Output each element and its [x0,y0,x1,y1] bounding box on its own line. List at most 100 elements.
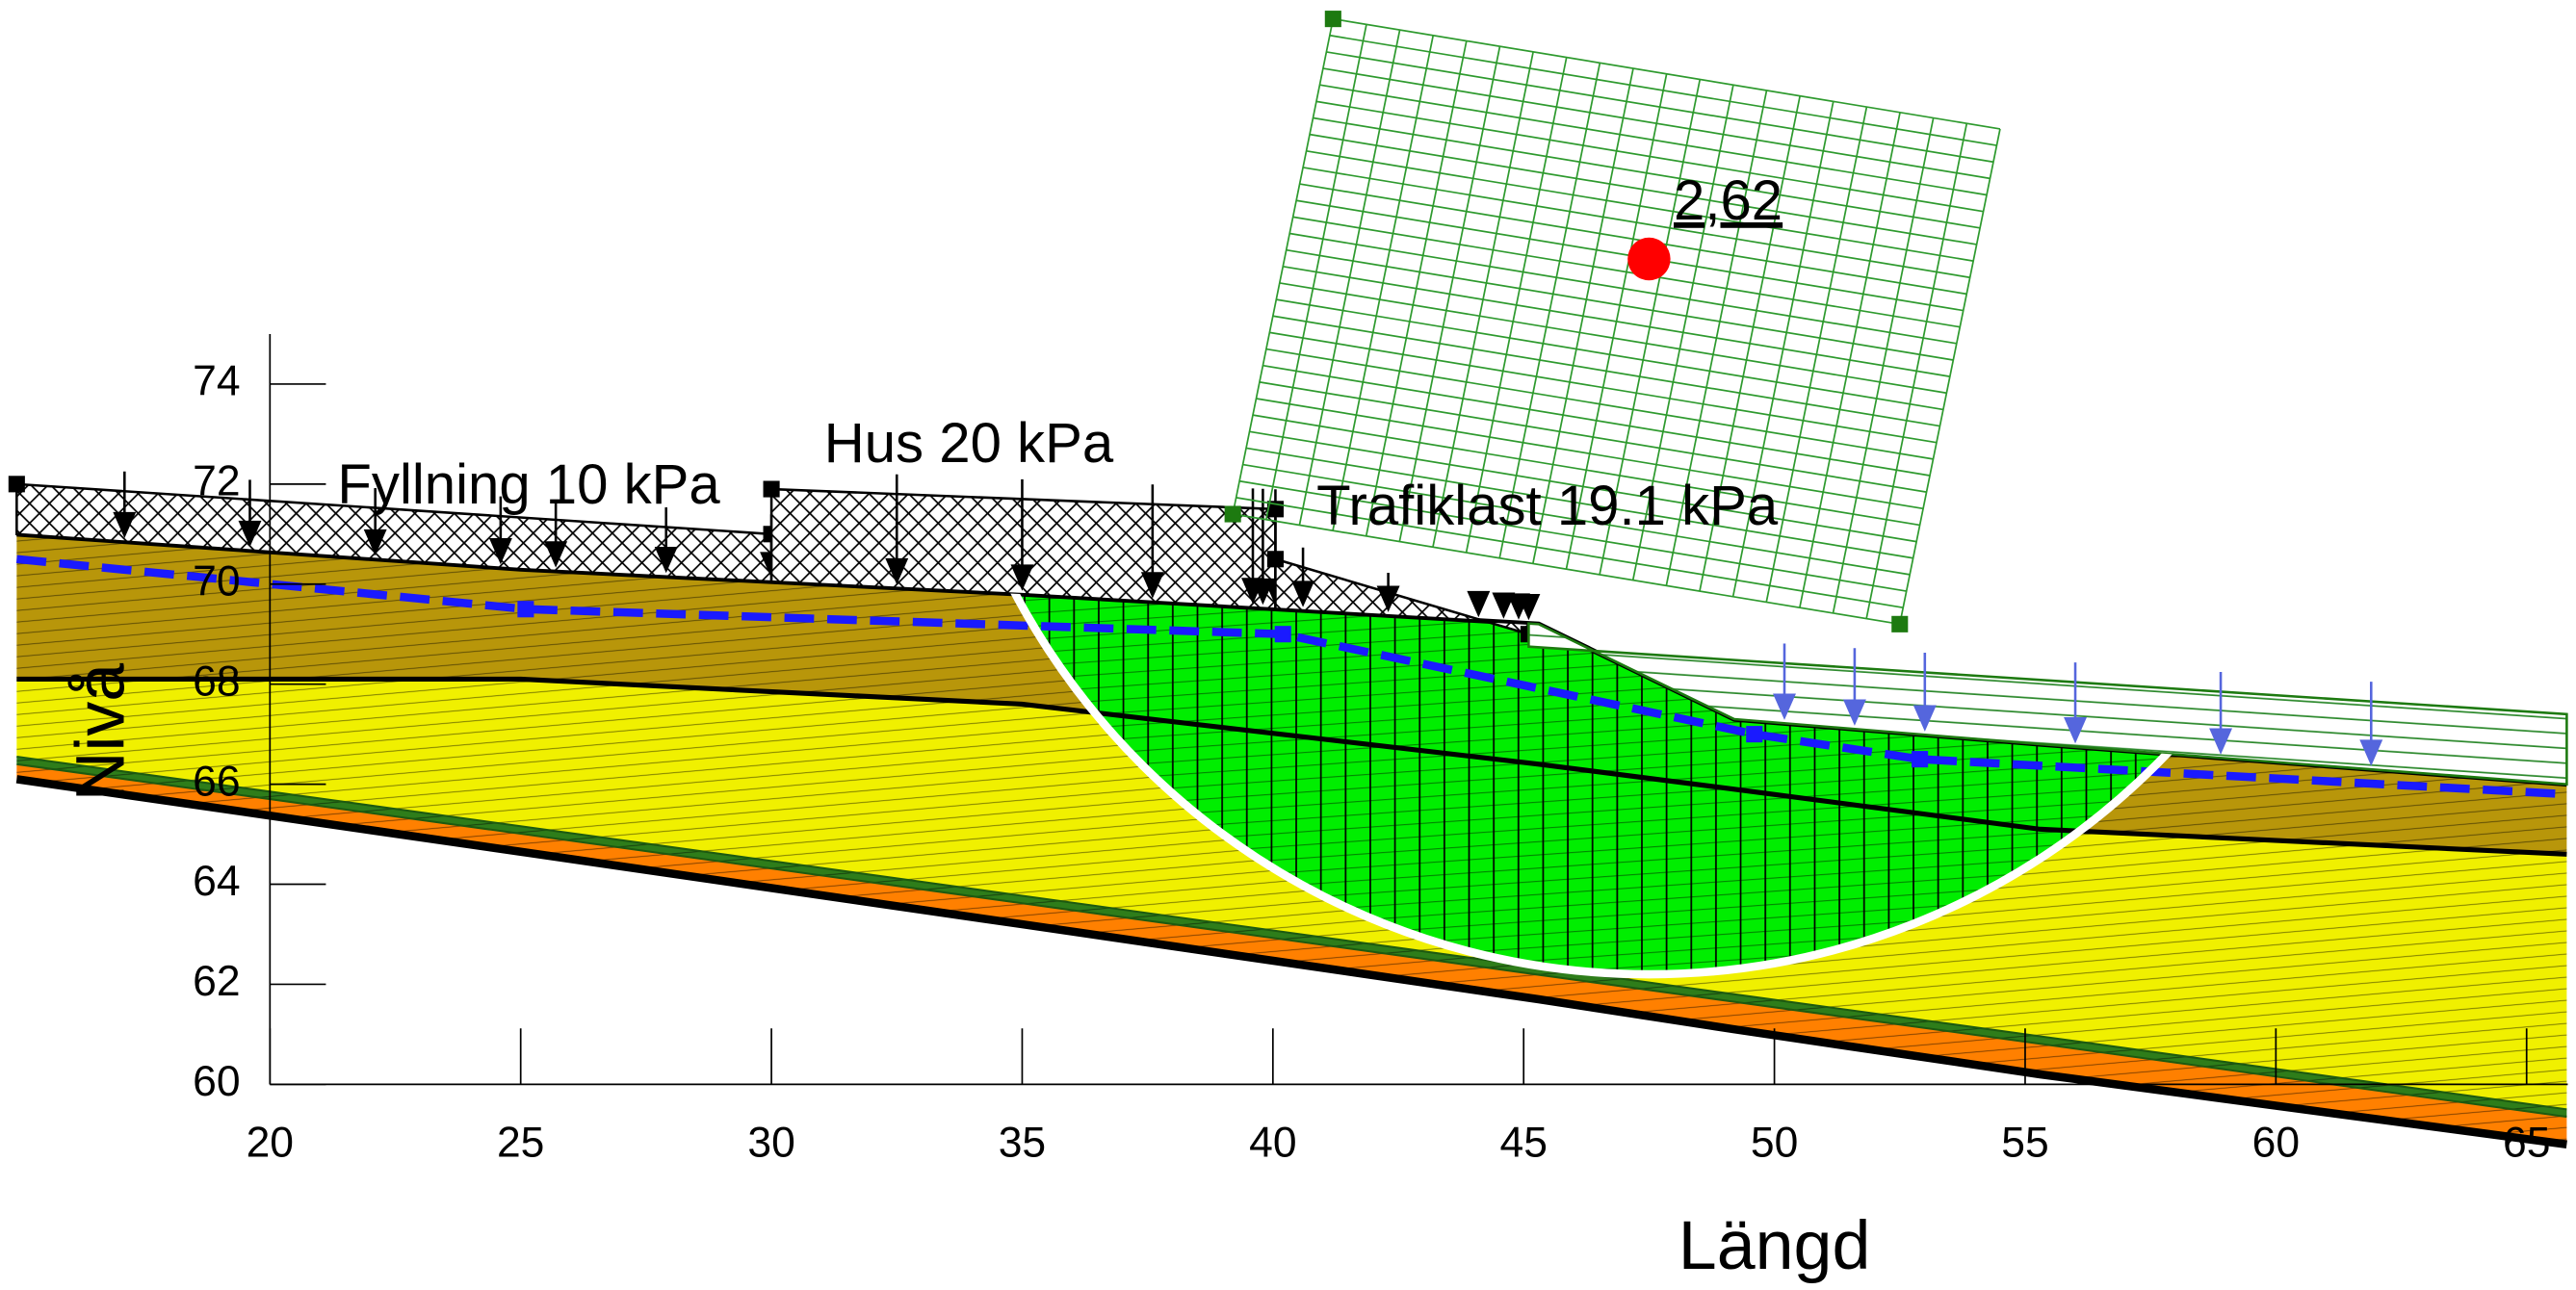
grid-line [1276,298,1944,411]
load-arrow-head [2359,739,2383,766]
layer-boundary [15,775,2567,1148]
load-arrow-head [1773,693,1796,720]
grid-line [1262,364,1931,477]
grid-corner [1891,615,1909,632]
x-tick-label: 40 [1249,1119,1296,1166]
load-label: Fyllning 10 kPa [337,453,720,516]
load-arrow-head [1010,564,1034,591]
y-tick-label: 72 [193,458,240,505]
load-label: Hus 20 kPa [824,412,1114,475]
grid-line [1313,116,1981,229]
grid-line [1256,398,1924,510]
load-area [1527,622,2568,786]
load-arrow-head [1467,590,1491,618]
load-node [763,480,780,498]
x-tick-label: 60 [2252,1119,2300,1166]
water-node [1746,726,1763,743]
load-arrow-head [2209,728,2233,755]
grid-line [1322,67,1991,180]
circle-centre [1627,237,1671,281]
grid-line [1238,479,1907,592]
x-tick-label: 55 [2001,1119,2048,1166]
y-tick-label: 64 [193,858,240,905]
load-arrow-head [654,546,678,574]
load-arrow-head [1517,593,1541,621]
load-arrow-head [363,529,387,556]
load-arrow-head [885,557,909,585]
grid-line [1252,414,1920,527]
grid-line [1265,348,1934,460]
slip-surface [927,533,2371,979]
grid-line [1292,216,1961,328]
load-arrow-head [113,511,137,539]
load-arrow-head [1140,572,1164,599]
water-table [15,555,2567,799]
grid-line [1245,447,1913,559]
search-grid [1224,11,2001,632]
grid-line [1329,34,1997,146]
water-line [15,555,2567,799]
grid-line [1249,430,1917,543]
grid-corner [1324,11,1341,28]
y-tick-label: 70 [193,557,240,605]
x-tick-label: 35 [999,1119,1046,1166]
y-tick-label: 74 [193,358,240,405]
grid-line [1299,183,1967,296]
x-tick-label: 65 [2503,1119,2550,1166]
load-arrow-head [1376,585,1400,612]
grid-line [1286,248,1954,361]
safety-factor: 2,62 [1674,169,1782,232]
layer-strata [16,679,2567,1110]
annotations: Längd Nivå Fyllning 10 kPa Hus 20 kPa Traf… [62,169,1870,1284]
load-node [1266,551,1284,568]
layer-boundary [16,762,2567,1119]
layer-strata [16,757,2567,1118]
layer-strata [16,763,2567,1145]
grid-line [1315,100,1984,213]
grid-line [1333,17,2001,130]
y-tick-label: 68 [193,658,240,705]
y-tick-label: 66 [193,758,240,805]
grid-line [1269,331,1938,444]
grid-line [1279,282,1947,395]
layer-boundary [16,676,2567,857]
x-tick-label: 50 [1751,1119,1798,1166]
y-tick-label: 62 [193,958,240,1005]
grid-line [1242,463,1911,576]
load-arrow-head [2064,717,2088,744]
grid-line [1259,381,1927,493]
load-arrow-head [1912,705,1937,732]
load-arrow-head [1492,592,1516,619]
slip-edge [927,533,2371,979]
grid-corner [1224,505,1241,523]
y-tick-label: 60 [193,1058,240,1105]
grid-line [1283,265,1950,377]
x-tick-label: 20 [247,1119,294,1166]
grid-line [1306,149,1974,262]
load-area [15,482,773,583]
grid-line [1309,133,1977,245]
load-arrow-head [1842,699,1866,726]
grid-line [1272,315,1940,427]
x-tick-label: 45 [1499,1119,1547,1166]
water-node [1912,751,1929,768]
load-node [8,476,25,493]
grid-line [1289,232,1957,345]
loads [8,471,2568,786]
load-arrow-head [544,541,568,568]
load-label: Trafiklast 19.1 kPa [1316,475,1779,537]
x-tick-label: 30 [747,1119,794,1166]
water-node [517,601,534,618]
load-arrow-head [488,537,512,565]
water-node [1274,626,1291,643]
load-arrow-head [238,520,262,548]
x-axis-title: Längd [1678,1207,1871,1284]
x-tick-label: 25 [497,1119,544,1166]
grid-line [1302,167,1970,279]
grid-line [1319,84,1988,196]
grid-line [1326,51,1994,164]
y-axis-title: Nivå [62,663,139,802]
grid-line [1236,497,1904,609]
axes: 20 25 30 35 40 45 50 55 60 65 60 62 64 66 68 70 72 74 [193,333,2568,1166]
